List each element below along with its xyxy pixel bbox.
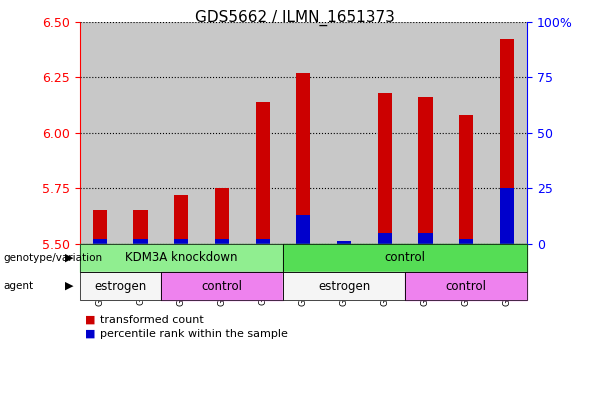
Bar xyxy=(418,97,432,244)
Bar xyxy=(215,239,229,244)
Bar xyxy=(296,215,310,244)
Bar xyxy=(134,210,148,244)
Bar xyxy=(174,239,188,244)
Text: ■: ■ xyxy=(85,315,96,325)
Bar xyxy=(201,22,242,244)
Text: ▶: ▶ xyxy=(65,253,73,263)
Bar xyxy=(324,22,365,244)
Bar xyxy=(242,22,283,244)
Bar xyxy=(405,22,446,244)
Bar xyxy=(92,210,107,244)
Bar xyxy=(256,239,270,244)
Bar xyxy=(92,239,107,244)
Text: control: control xyxy=(201,279,243,293)
Text: ▶: ▶ xyxy=(65,281,73,291)
Bar xyxy=(459,115,473,244)
Bar xyxy=(446,22,487,244)
Text: KDM3A knockdown: KDM3A knockdown xyxy=(125,251,237,264)
Bar xyxy=(120,22,161,244)
Bar xyxy=(378,93,392,244)
Text: estrogen: estrogen xyxy=(94,279,146,293)
Text: agent: agent xyxy=(3,281,33,291)
Bar xyxy=(418,233,432,244)
Bar xyxy=(378,233,392,244)
Bar xyxy=(337,241,351,244)
Bar xyxy=(283,22,324,244)
Text: control: control xyxy=(446,279,487,293)
Bar xyxy=(459,239,473,244)
Text: transformed count: transformed count xyxy=(100,315,204,325)
Bar xyxy=(337,241,351,244)
Bar xyxy=(215,188,229,244)
Bar xyxy=(487,22,527,244)
Text: estrogen: estrogen xyxy=(318,279,370,293)
Bar xyxy=(80,22,120,244)
Text: GDS5662 / ILMN_1651373: GDS5662 / ILMN_1651373 xyxy=(194,10,395,26)
Text: genotype/variation: genotype/variation xyxy=(3,253,102,263)
Bar xyxy=(161,22,201,244)
Bar xyxy=(174,195,188,244)
Text: ■: ■ xyxy=(85,329,96,339)
Text: control: control xyxy=(385,251,426,264)
Bar xyxy=(296,73,310,244)
Bar xyxy=(134,239,148,244)
Text: percentile rank within the sample: percentile rank within the sample xyxy=(100,329,288,339)
Bar xyxy=(499,39,514,244)
Bar xyxy=(365,22,405,244)
Bar xyxy=(499,188,514,244)
Bar xyxy=(256,101,270,244)
